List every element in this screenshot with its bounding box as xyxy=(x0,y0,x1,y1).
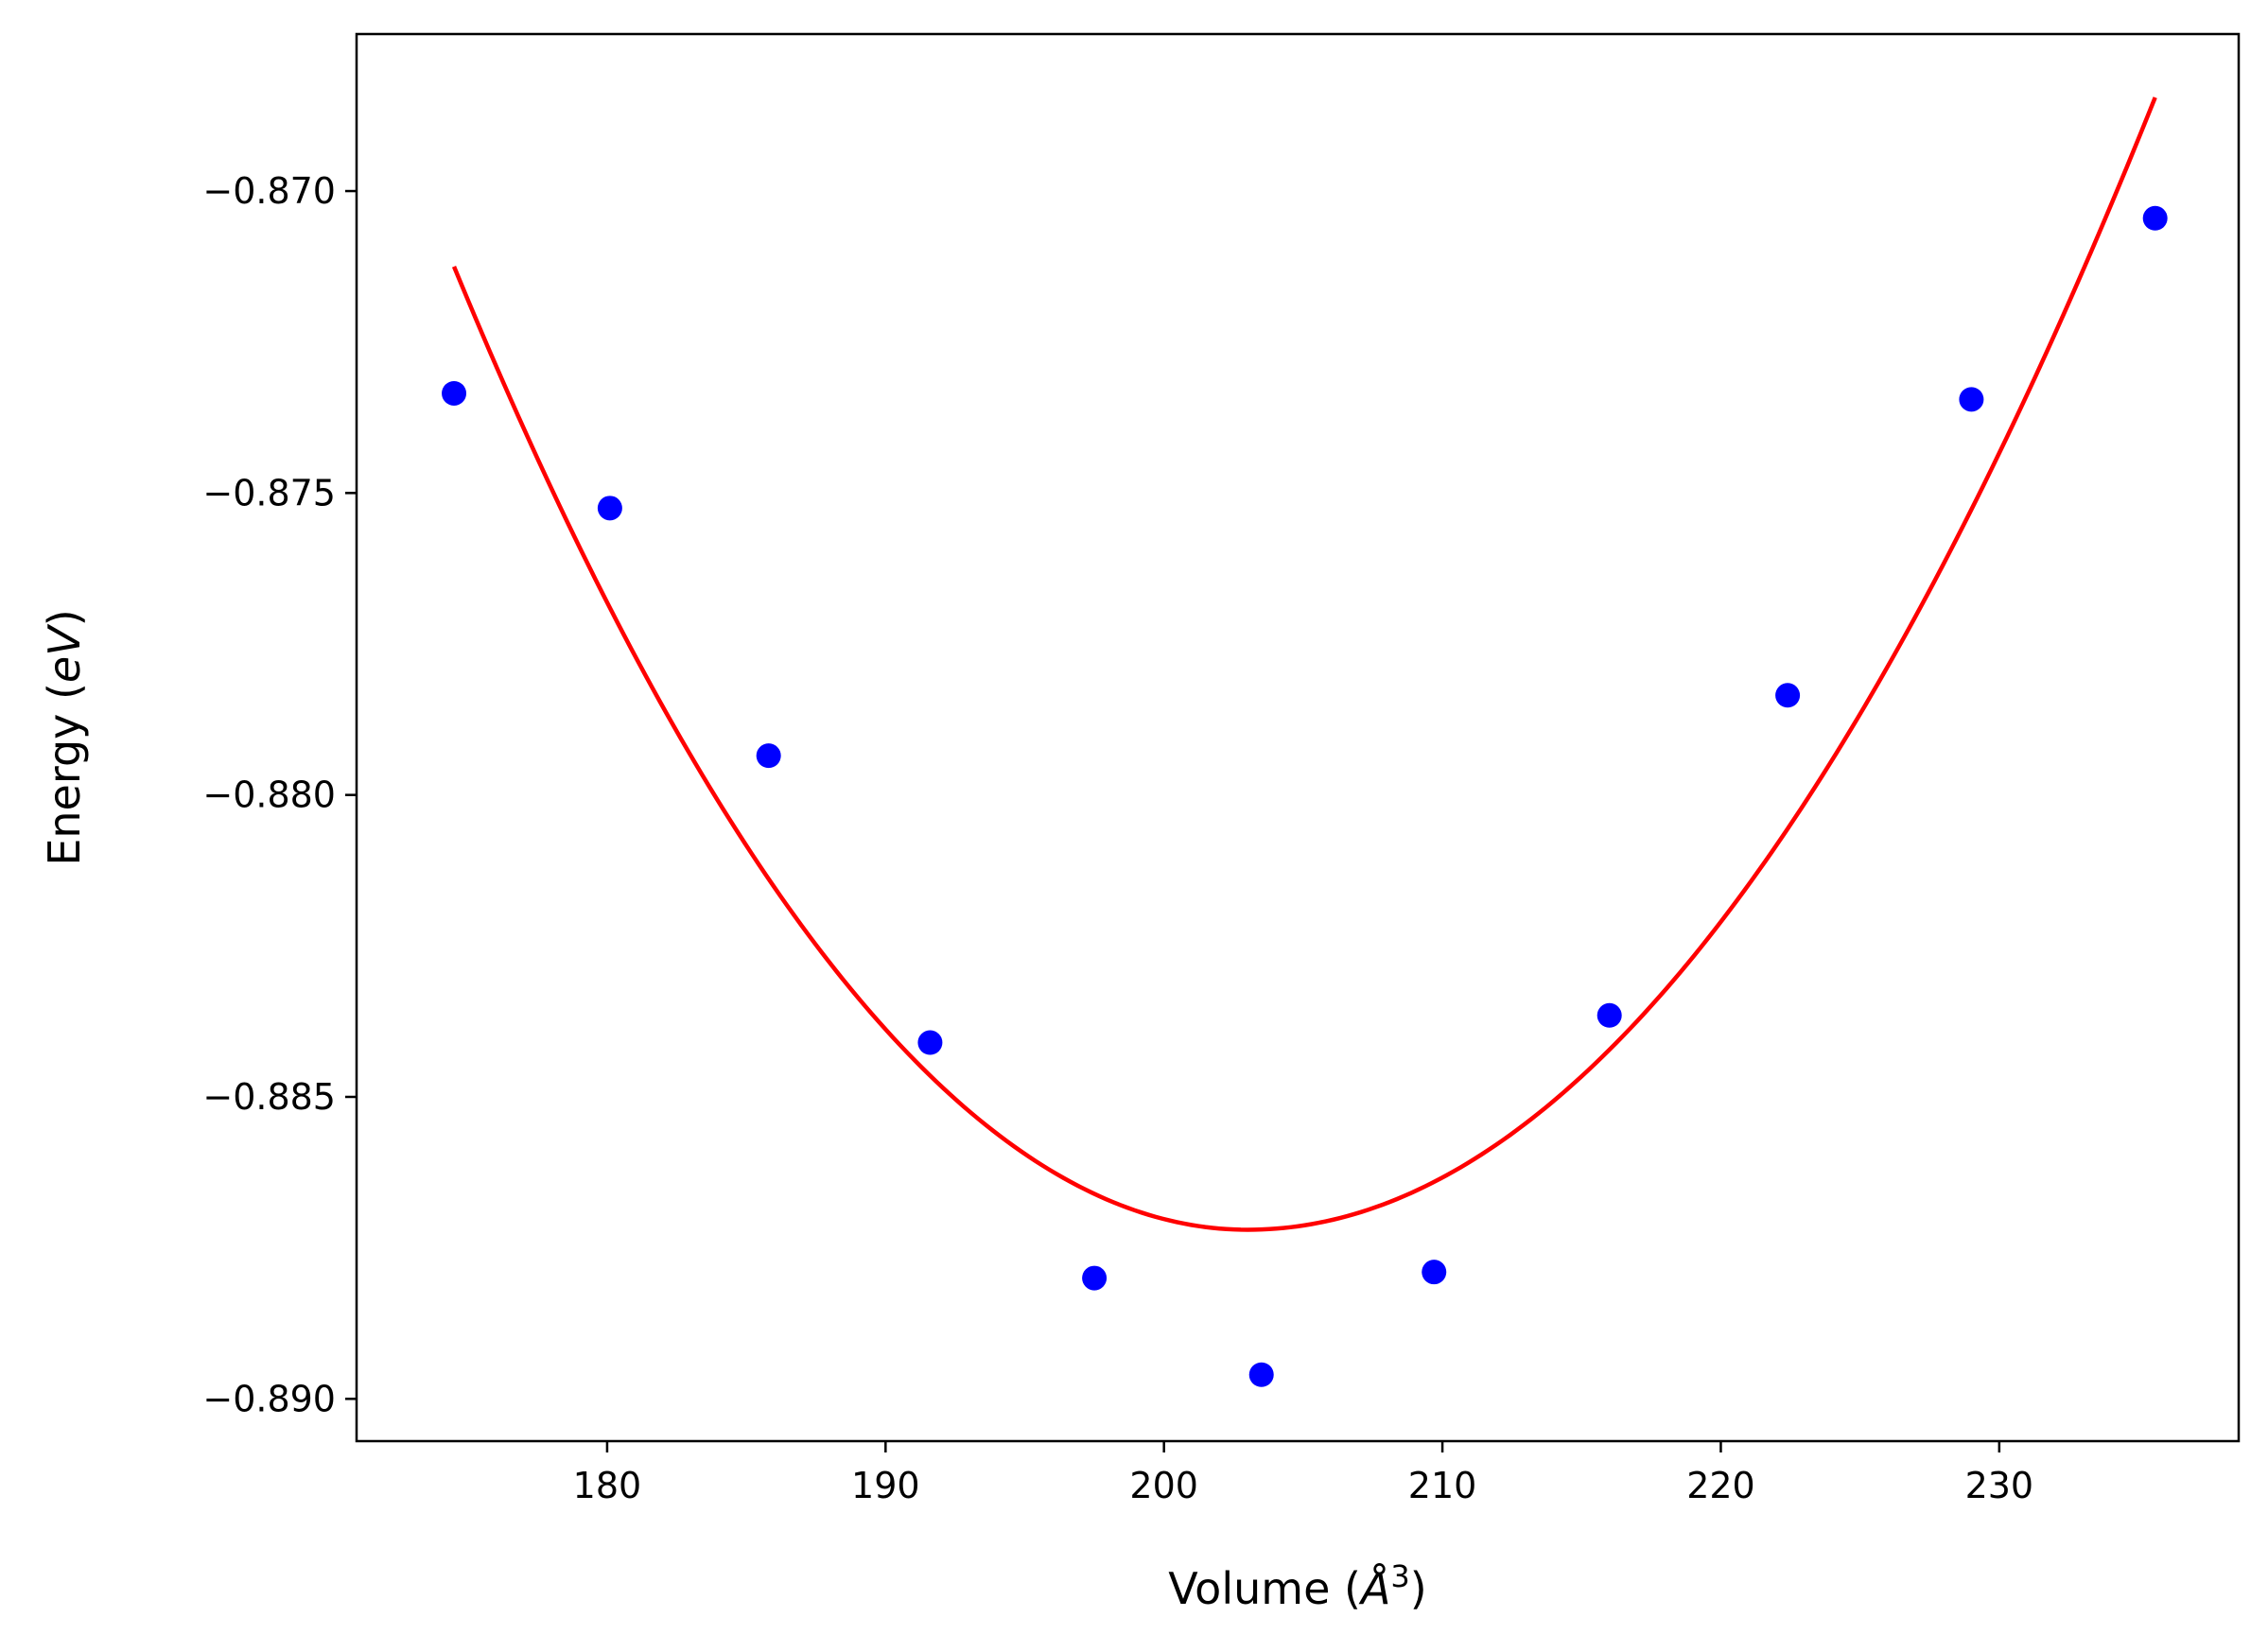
y-tick-label: −0.880 xyxy=(202,774,336,816)
y-tick-label: −0.875 xyxy=(202,472,336,513)
x-axis-label: Volume (Å3) xyxy=(1168,1558,1426,1614)
data-point xyxy=(1082,1265,1108,1291)
data-point xyxy=(2142,205,2168,231)
x-tick-label: 220 xyxy=(1686,1465,1755,1506)
x-tick-label: 180 xyxy=(573,1465,642,1506)
x-tick-label: 230 xyxy=(1965,1465,2034,1506)
data-point xyxy=(1775,683,1801,708)
y-axis-label-prefix: Energy ( xyxy=(39,683,90,866)
data-point xyxy=(1422,1260,1447,1285)
data-point xyxy=(1596,1002,1622,1028)
x-tick-label: 190 xyxy=(851,1465,920,1506)
axes-frame xyxy=(355,32,2241,1443)
y-axis-label: Energy (eV) xyxy=(39,609,90,865)
data-point xyxy=(756,743,781,769)
x-axis-label-suffix: ) xyxy=(1410,1563,1427,1614)
y-axis: −0.870 −0.875 −0.880 −0.885 −0.890 xyxy=(202,170,357,1419)
plot-area xyxy=(442,96,2168,1387)
y-tick-label: −0.885 xyxy=(202,1076,336,1118)
y-tick-label: −0.890 xyxy=(202,1378,336,1419)
x-tick-label: 210 xyxy=(1408,1465,1477,1506)
x-tick-label: 200 xyxy=(1129,1465,1198,1506)
fit-curve-line xyxy=(451,96,2157,1232)
data-point xyxy=(597,496,622,521)
x-axis-label-symbol: Å xyxy=(1358,1563,1390,1614)
y-tick-label: −0.870 xyxy=(202,170,336,212)
data-point xyxy=(917,1030,943,1055)
data-point xyxy=(1248,1362,1274,1387)
y-axis-label-unit: eV xyxy=(39,623,90,683)
y-axis-label-suffix: ) xyxy=(39,609,90,626)
data-point xyxy=(442,380,467,406)
x-axis-label-exponent: 3 xyxy=(1390,1558,1409,1594)
data-point xyxy=(1959,387,1984,412)
x-axis-label-prefix: Volume ( xyxy=(1168,1563,1361,1614)
x-axis: 180 190 200 210 220 230 xyxy=(573,1441,2033,1506)
